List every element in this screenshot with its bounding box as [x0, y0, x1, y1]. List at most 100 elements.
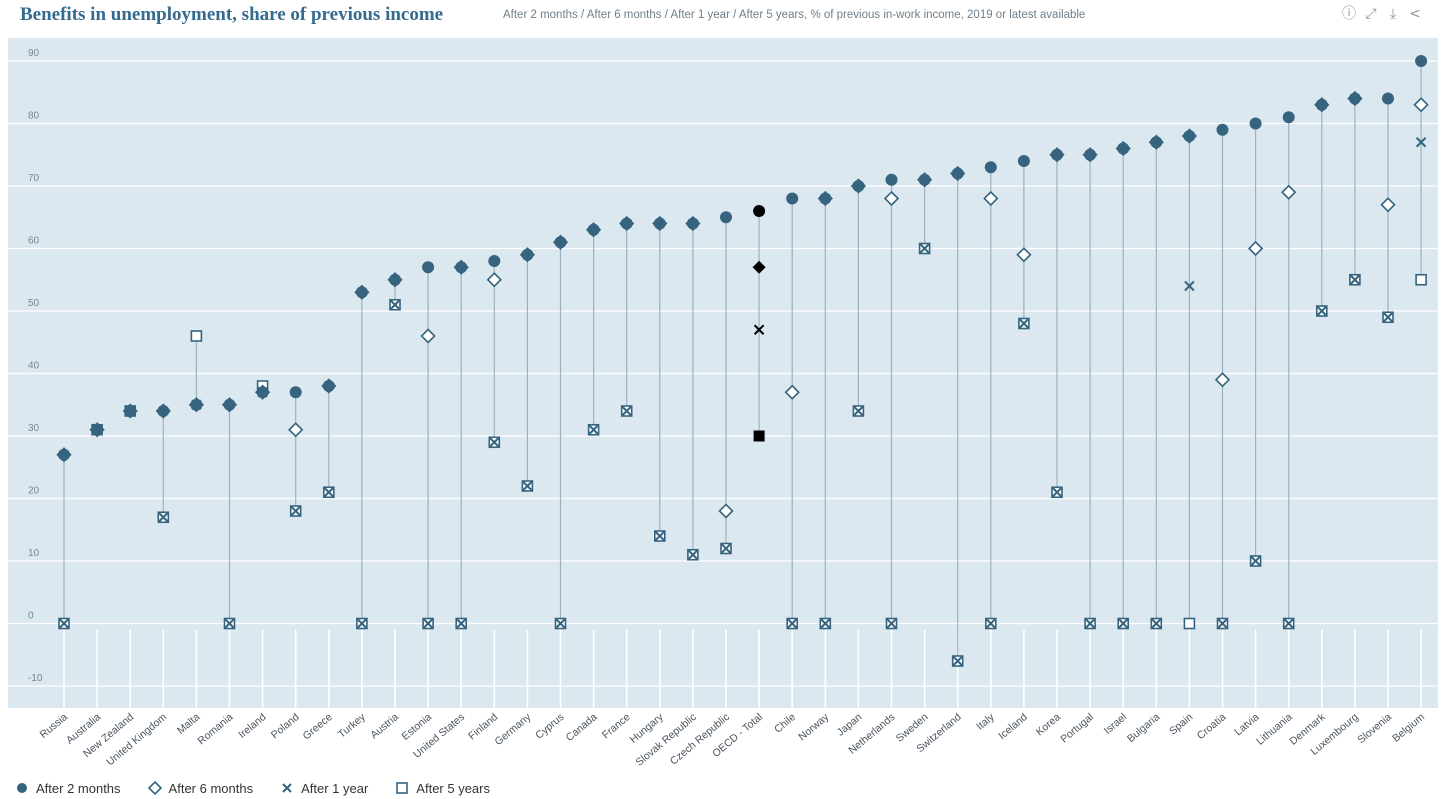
marker-cross	[952, 655, 963, 667]
marker-cross	[158, 512, 169, 523]
marker-circle	[1117, 142, 1130, 155]
x-tick-label: Germany	[493, 711, 534, 748]
marker-diamond	[288, 422, 304, 438]
marker-cross	[555, 618, 566, 629]
y-tick-label: 60	[28, 236, 40, 247]
fullscreen-icon[interactable]: ⤢	[1365, 6, 1377, 22]
marker-cross	[389, 299, 401, 310]
marker-diamond	[1413, 97, 1429, 113]
marker-circle	[753, 205, 766, 217]
x-tick-label: Ireland	[236, 711, 268, 741]
x-tick-label: Croatia	[1195, 711, 1229, 742]
legend-label: After 1 year	[301, 780, 369, 796]
marker-square	[190, 330, 203, 342]
marker-circle	[1282, 111, 1295, 124]
marker-diamond	[1281, 184, 1297, 200]
marker-cross	[522, 480, 533, 492]
marker-cross	[1051, 487, 1063, 498]
marker-circle	[819, 192, 832, 205]
marker-diamond	[420, 328, 436, 344]
marker-circle	[455, 261, 468, 274]
marker-circle	[488, 255, 501, 267]
marker-circle	[1084, 148, 1097, 161]
marker-diamond	[1247, 240, 1264, 257]
x-tick-label: Latvia	[1232, 711, 1261, 738]
marker-square	[753, 430, 765, 442]
marker-circle	[521, 248, 534, 261]
chart-title: Benefits in unemployment, share of previ…	[20, 4, 444, 25]
diamond-marker-icon	[147, 780, 162, 796]
marker-cross	[621, 405, 632, 417]
marker-circle	[852, 180, 865, 192]
marker-diamond	[883, 190, 900, 207]
y-tick-label: 90	[28, 48, 40, 59]
marker-circle	[918, 173, 931, 186]
marker-cross	[290, 505, 301, 517]
marker-circle	[58, 448, 70, 461]
marker-cross	[1382, 312, 1394, 323]
marker-diamond	[1380, 197, 1396, 213]
marker-cross	[1084, 618, 1096, 629]
y-tick-label: 20	[28, 486, 40, 497]
cross-marker-icon	[282, 783, 292, 793]
marker-cross	[224, 618, 235, 629]
marker-cross	[1184, 280, 1195, 292]
x-tick-label: Slovenia	[1355, 711, 1394, 746]
marker-cross	[323, 487, 335, 498]
x-tick-label: Greece	[301, 711, 335, 742]
x-tick-label: Romania	[196, 711, 236, 747]
info-icon[interactable]: ⓘ	[1342, 6, 1356, 22]
marker-circle	[256, 386, 269, 399]
marker-circle	[587, 223, 600, 236]
marker-cross	[687, 549, 699, 560]
marker-circle	[653, 217, 666, 230]
y-tick-label: 50	[28, 298, 40, 309]
x-tick-label: Bulgaria	[1125, 711, 1162, 745]
marker-cross	[1316, 305, 1328, 317]
marker-circle	[1051, 148, 1063, 161]
marker-circle	[1415, 55, 1428, 67]
marker-circle	[1183, 130, 1196, 142]
x-tick-label: Turkey	[336, 711, 369, 741]
x-tick-label: United Kingdom	[104, 711, 169, 768]
marker-circle	[289, 386, 302, 399]
x-tick-label: Canada	[564, 711, 600, 744]
marker-circle	[720, 211, 732, 224]
marker-cross	[985, 618, 997, 629]
marker-diamond	[718, 503, 734, 519]
marker-cross	[654, 530, 666, 542]
share-icon[interactable]: <	[1409, 6, 1421, 22]
marker-cross	[1349, 274, 1361, 285]
legend-item-1[interactable]: After 6 months	[147, 780, 254, 796]
x-tick-label: Poland	[269, 711, 302, 741]
marker-circle	[786, 192, 799, 205]
marker-cross	[422, 618, 434, 629]
marker-diamond	[1016, 247, 1032, 263]
data-markers	[56, 55, 1429, 667]
marker-circle	[157, 405, 170, 417]
marker-cross	[58, 618, 70, 629]
x-tick-label: Japan	[835, 711, 865, 739]
chart-subtitle: After 2 months / After 6 months / After …	[503, 9, 1086, 21]
marker-diamond	[486, 272, 502, 288]
x-tick-label: Spain	[1167, 711, 1195, 738]
legend-item-3[interactable]: After 5 years	[394, 780, 490, 796]
square-marker-icon	[396, 782, 409, 794]
marker-cross	[753, 324, 765, 335]
legend-item-0[interactable]: After 2 months	[14, 780, 121, 796]
marker-cross	[853, 405, 864, 417]
marker-circle	[1017, 155, 1030, 167]
marker-cross	[588, 424, 599, 435]
marker-circle	[1216, 123, 1229, 136]
marker-cross	[1018, 318, 1030, 329]
legend-label: After 6 months	[168, 780, 254, 796]
legend-item-2[interactable]: After 1 year	[279, 780, 368, 796]
y-tick-label: 70	[28, 173, 40, 184]
marker-circle	[620, 217, 633, 230]
marker-diamond	[752, 260, 766, 274]
marker-cross	[356, 618, 368, 629]
download-icon[interactable]: ⤓	[1389, 6, 1397, 22]
marker-cross	[1250, 555, 1261, 567]
marker-cross	[1151, 618, 1162, 629]
marker-circle	[1315, 98, 1328, 111]
